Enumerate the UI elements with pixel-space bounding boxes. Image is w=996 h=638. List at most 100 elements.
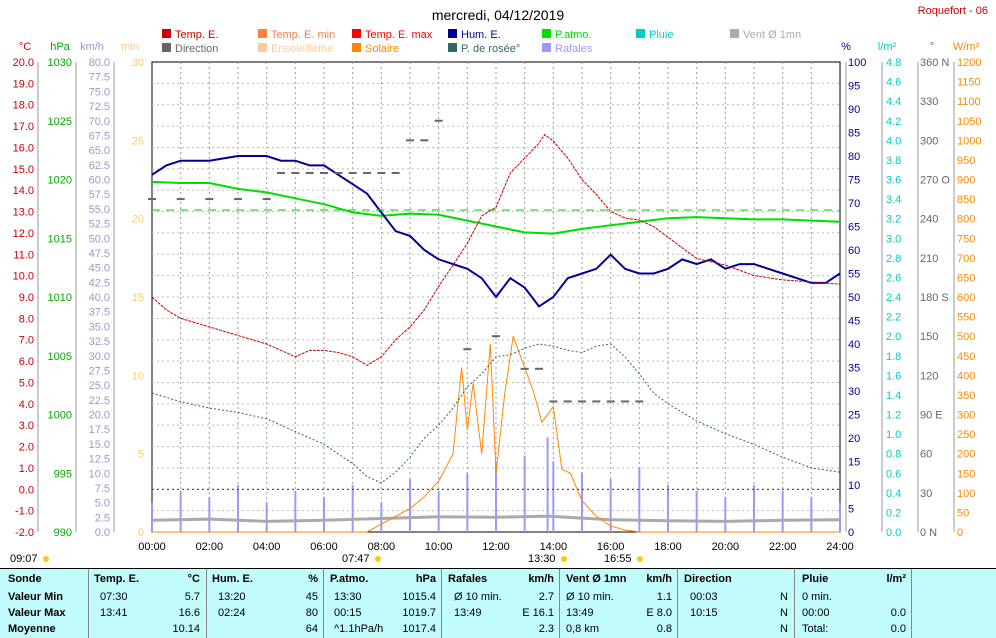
tick-solar: 700 [957, 253, 975, 265]
legend: Temp. E. Temp. E. min Temp. E. max Hum. E. P… [162, 29, 801, 55]
table-cell-patmo-v: 1015.4 [402, 591, 436, 603]
tick-dir: 330 [920, 96, 938, 108]
table-cell-vent-t: 13:49 [566, 607, 594, 619]
table-cell-dir-v: N [780, 623, 788, 635]
header-sonde: Sonde [8, 573, 42, 585]
table-cell-label: Moyenne [8, 623, 56, 635]
tick-kmh: 2.5 [95, 512, 110, 524]
tick-kmh: 35.0 [89, 321, 110, 333]
tick-time: 22:00 [769, 541, 797, 553]
tick-temp: -1.0 [15, 506, 34, 518]
tick-temp: 6.0 [19, 356, 34, 368]
tick-rain: 1.0 [886, 429, 901, 441]
tick-temp: 14.0 [13, 185, 34, 197]
tick-pct: 0 [848, 527, 854, 539]
tick-kmh: 22.5 [89, 395, 110, 407]
time-markers: 09:07 07:47 13:30 16:55 [10, 553, 643, 565]
tick-min: 10 [132, 370, 144, 382]
header-vent: Vent Ø 1mn [566, 573, 627, 585]
tick-rain: 2.0 [886, 331, 901, 343]
tick-kmh: 42.5 [89, 277, 110, 289]
legend-label: Rafales [555, 43, 593, 55]
tick-solar: 150 [957, 468, 975, 480]
table-cell-temp-v: 5.7 [184, 591, 200, 603]
sun-marker-icon [561, 556, 567, 562]
tick-rain: 1.8 [886, 351, 901, 363]
table-cell-patmo-t: ^1.1hPa/h [334, 623, 384, 635]
table-cell-label: Valeur Max [8, 607, 66, 619]
header-temp-unit: °C [187, 573, 200, 585]
tick-pct: 95 [848, 81, 860, 93]
tick-dir: 60 [920, 449, 932, 461]
table-cell-pluie-t: 0 min. [802, 591, 832, 603]
tick-time: 20:00 [712, 541, 740, 553]
table-cell-raf-v: E 16.1 [522, 607, 554, 619]
tick-solar: 250 [957, 429, 975, 441]
header-pluie: Pluie [802, 573, 829, 585]
tick-temp: 16.0 [13, 142, 34, 154]
tick-dir: 120 [920, 370, 938, 382]
header-vent-unit: km/h [646, 573, 672, 585]
tick-hpa: 1030 [48, 57, 72, 69]
legend-swatch [636, 29, 645, 38]
header-hum-unit: % [308, 573, 318, 585]
tick-rain: 4.2 [886, 116, 901, 128]
humidity-line [151, 155, 841, 308]
tick-temp: 7.0 [19, 335, 34, 347]
legend-swatch [162, 43, 171, 52]
tick-solar: 850 [957, 194, 975, 206]
table-cell-pluie-t: Total: [802, 623, 829, 635]
tick-solar: 1050 [957, 116, 981, 128]
tick-kmh: 75.0 [89, 86, 110, 98]
legend-swatch [448, 29, 457, 38]
table-cell-hum-v: 64 [305, 623, 318, 635]
tick-time: 12:00 [482, 541, 510, 553]
tick-temp: 18.0 [13, 100, 34, 112]
unit-solar: W/m² [953, 41, 980, 53]
tick-temp: 13.0 [13, 207, 34, 219]
tick-temp: 10.0 [13, 271, 34, 283]
tick-solar: 1150 [957, 77, 981, 89]
legend-label: Hum. E. [461, 29, 501, 41]
table-cell-raf-t: 13:49 [454, 607, 482, 619]
tick-dir: 360 N [920, 57, 949, 69]
unit-rain: l/m² [878, 41, 897, 53]
weather-chart: mercredi, 04/12/2019 Roquefort - 06 Temp… [10, 5, 988, 565]
tick-kmh: 55.0 [89, 204, 110, 216]
table-cell-pluie-v: 0.0 [890, 623, 906, 635]
tick-dir: 300 [920, 135, 938, 147]
tick-time: 04:00 [253, 541, 281, 553]
unit-kmh: km/h [80, 41, 104, 53]
tick-kmh: 17.5 [89, 424, 110, 436]
temperature-line [151, 133, 841, 366]
table-cell-vent-t: Ø 10 min. [566, 591, 614, 603]
tick-hpa: 1010 [48, 292, 72, 304]
table-cell-hum-t: 13:20 [218, 591, 246, 603]
tick-solar: 450 [957, 351, 975, 363]
tick-dir: 240 [920, 214, 938, 226]
tick-hpa: 1000 [48, 410, 72, 422]
tick-rain: 3.4 [886, 194, 901, 206]
tick-temp: 20.0 [13, 57, 34, 69]
header-patmo: P.atmo. [330, 573, 369, 585]
tick-rain: 4.6 [886, 77, 901, 89]
table-cell-hum-v: 45 [305, 591, 318, 603]
table-cell-patmo-v: 1017.4 [402, 623, 436, 635]
header-rafales-unit: km/h [528, 573, 554, 585]
table-cell-temp-v: 10.14 [172, 623, 200, 635]
tick-pct: 35 [848, 363, 860, 375]
tick-kmh: 60.0 [89, 175, 110, 187]
tick-kmh: 20.0 [89, 410, 110, 422]
tick-kmh: 12.5 [89, 454, 110, 466]
table-cell-vent-v: 0.8 [656, 623, 672, 635]
table-cell-temp-v: 16.6 [178, 607, 200, 619]
tick-dir: 180 S [920, 292, 949, 304]
legend-swatch [258, 29, 267, 38]
tick-kmh: 37.5 [89, 307, 110, 319]
tick-solar: 350 [957, 390, 975, 402]
tick-solar: 1100 [957, 96, 981, 108]
header-rafales: Rafales [448, 573, 488, 585]
tick-kmh: 7.5 [95, 483, 110, 495]
table-cell-dir-v: N [780, 607, 788, 619]
tick-kmh: 45.0 [89, 263, 110, 275]
